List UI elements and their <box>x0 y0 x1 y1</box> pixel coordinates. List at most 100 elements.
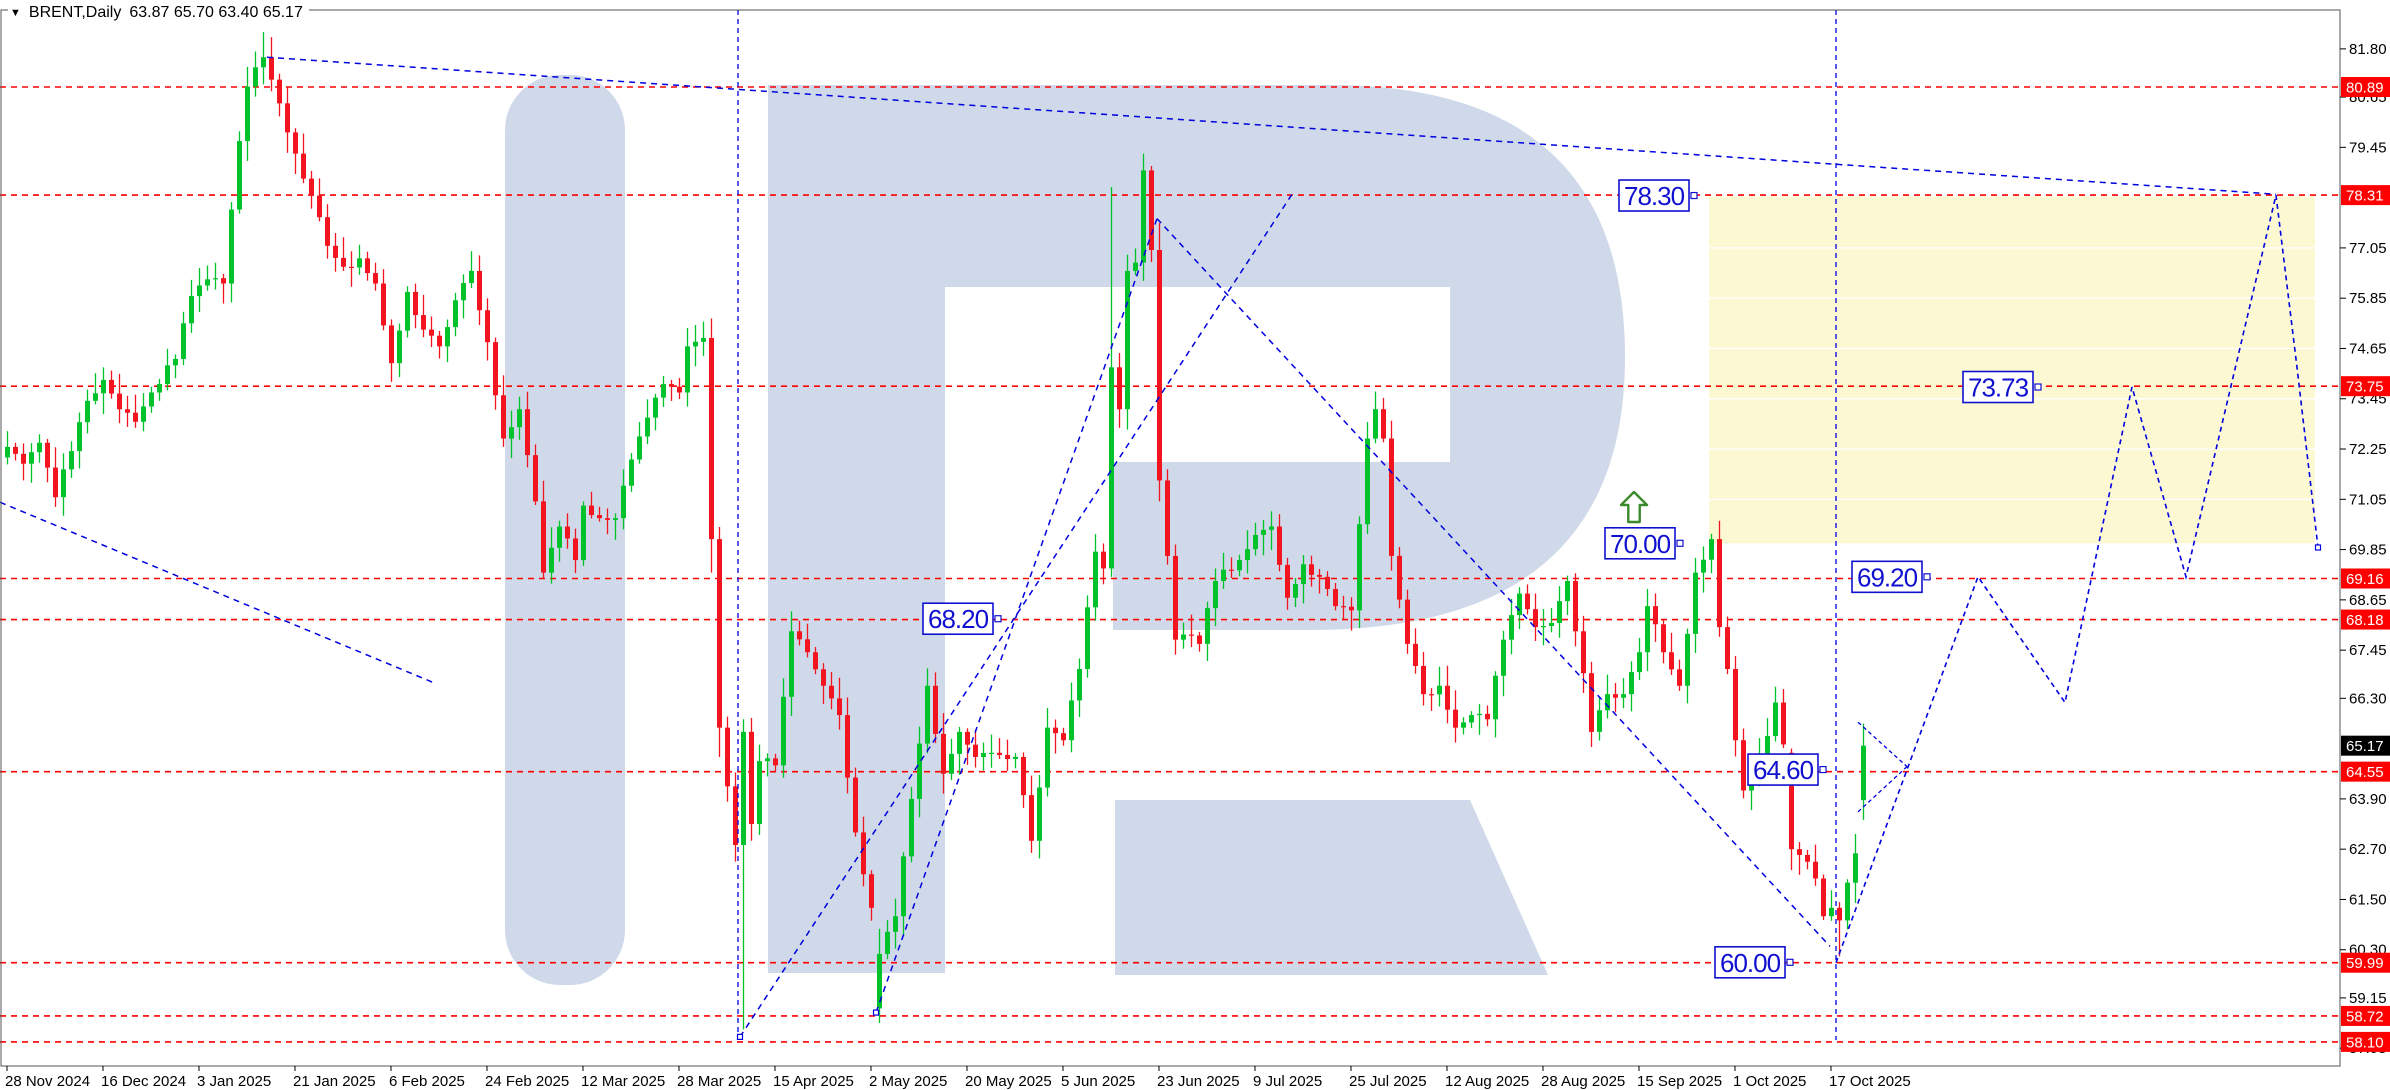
badge-text: 80.89 <box>2346 80 2384 97</box>
left-channel-support-line[interactable] <box>0 501 436 684</box>
wedge-left-line[interactable] <box>875 218 1158 1013</box>
candle-body <box>29 452 34 464</box>
date-tick-label: 28 Aug 2025 <box>1541 1073 1625 1090</box>
label-68-20[interactable]: 68.20 <box>922 602 1002 636</box>
target-label-box[interactable] <box>1714 945 1786 979</box>
candle-body <box>1829 907 1834 917</box>
candle-body <box>1541 626 1546 628</box>
candle-body <box>1077 669 1082 701</box>
watermark-bowl <box>945 85 1625 630</box>
date-tick-label: 28 Nov 2024 <box>5 1073 90 1090</box>
badge-text: 73.75 <box>2346 379 2384 396</box>
label-70-00[interactable]: 70.00 <box>1604 526 1684 560</box>
candle-body <box>1653 606 1658 625</box>
candle-body <box>85 400 90 423</box>
candle-body <box>797 631 802 640</box>
badge-bg <box>2341 609 2390 630</box>
candle-body <box>325 217 330 246</box>
candle-body <box>277 79 282 104</box>
candle-body <box>133 412 138 422</box>
candle-body <box>1429 694 1434 696</box>
candle-body <box>1157 250 1162 481</box>
forecast-zone[interactable] <box>1709 196 2315 544</box>
badge-bg <box>2341 1031 2390 1052</box>
candle-body <box>1149 170 1154 250</box>
candle-body <box>1125 270 1130 410</box>
candle-body <box>1669 652 1674 670</box>
candle-body <box>1453 709 1458 728</box>
candle-body <box>597 515 602 519</box>
watermark-logo <box>505 75 1625 985</box>
target-label-box[interactable] <box>1747 753 1819 786</box>
candle-body <box>965 731 970 745</box>
badge-text: 59.99 <box>2346 955 2384 972</box>
candle-body <box>853 777 858 833</box>
price-tick-label: 71.05 <box>2349 491 2387 508</box>
candle-body <box>1325 576 1330 589</box>
price-tick-label: 69.85 <box>2349 542 2387 559</box>
date-tick-label: 9 Jul 2025 <box>1253 1073 1322 1090</box>
label-anchor-handle[interactable] <box>1786 958 1794 966</box>
label-73-73[interactable]: 73.73 <box>1962 370 2042 404</box>
triangle-support-line[interactable] <box>739 193 1293 1038</box>
trendline-endpoint-handle[interactable] <box>736 1033 744 1040</box>
level-price-badge: 69.16 <box>2341 568 2390 589</box>
candle-body <box>1549 622 1554 627</box>
target-label-box[interactable] <box>1604 526 1676 560</box>
candle-body <box>501 395 506 439</box>
price-tick-label: 59.15 <box>2349 990 2387 1007</box>
date-tick-label: 15 Apr 2025 <box>773 1073 854 1090</box>
candle-body <box>717 539 722 728</box>
zigzag-endpoint-handle[interactable] <box>2314 544 2322 551</box>
candle-body <box>117 393 122 410</box>
label-anchor-handle[interactable] <box>1819 765 1827 774</box>
descending-resistance-line[interactable] <box>266 56 2277 196</box>
label-60-00[interactable]: 60.00 <box>1714 945 1794 979</box>
level-price-badge: 68.18 <box>2341 609 2390 630</box>
badge-text: 58.72 <box>2346 1008 2384 1025</box>
label-anchor-handle[interactable] <box>1676 539 1684 547</box>
candle-body <box>1229 569 1234 571</box>
collapse-triangle-icon[interactable]: ▼ <box>10 7 21 19</box>
label-anchor-handle[interactable] <box>994 615 1002 623</box>
label-anchor-handle[interactable] <box>2034 383 2042 391</box>
target-label-box[interactable] <box>922 602 994 636</box>
forecast-zigzag-line[interactable] <box>1835 194 2319 963</box>
badge-bg <box>2341 568 2390 589</box>
candle-body <box>1613 694 1618 698</box>
candle-body <box>69 451 74 470</box>
date-tick-label: 15 Sep 2025 <box>1637 1073 1722 1090</box>
candle-body <box>869 874 874 908</box>
candle-body <box>1821 878 1826 917</box>
candle-body <box>1205 608 1210 644</box>
level-price-badge: 59.99 <box>2341 952 2390 973</box>
candle-body <box>1333 588 1338 607</box>
target-label-box[interactable] <box>1962 370 2034 404</box>
candle-body <box>629 459 634 486</box>
date-tick-label: 12 Aug 2025 <box>1445 1073 1529 1090</box>
candle-body <box>653 397 658 418</box>
candle-body <box>1701 559 1706 573</box>
label-69-20[interactable]: 69.20 <box>1851 560 1931 594</box>
candle-body <box>517 409 522 428</box>
candle-body <box>157 384 162 393</box>
badge-bg <box>2341 1005 2390 1026</box>
candle-body <box>621 485 626 519</box>
trendline-endpoint-handle[interactable] <box>872 1009 880 1016</box>
label-anchor-handle[interactable] <box>1923 573 1931 581</box>
up-arrow-icon[interactable] <box>1619 490 1649 524</box>
label-anchor-handle[interactable] <box>1690 191 1698 200</box>
candle-body <box>1581 631 1586 674</box>
candle-body <box>1677 669 1682 686</box>
label-78-30[interactable]: 78.30 <box>1618 179 1698 212</box>
badge-text: 69.16 <box>2346 571 2384 588</box>
candle-body <box>269 57 274 80</box>
price-tick-label: 75.85 <box>2349 290 2387 307</box>
target-label-box[interactable] <box>1851 560 1923 594</box>
candle-body <box>1861 745 1866 801</box>
label-64-60[interactable]: 64.60 <box>1747 753 1827 786</box>
target-label-box[interactable] <box>1618 179 1690 212</box>
candle-body <box>637 436 642 460</box>
decline-line[interactable] <box>1156 218 1831 947</box>
